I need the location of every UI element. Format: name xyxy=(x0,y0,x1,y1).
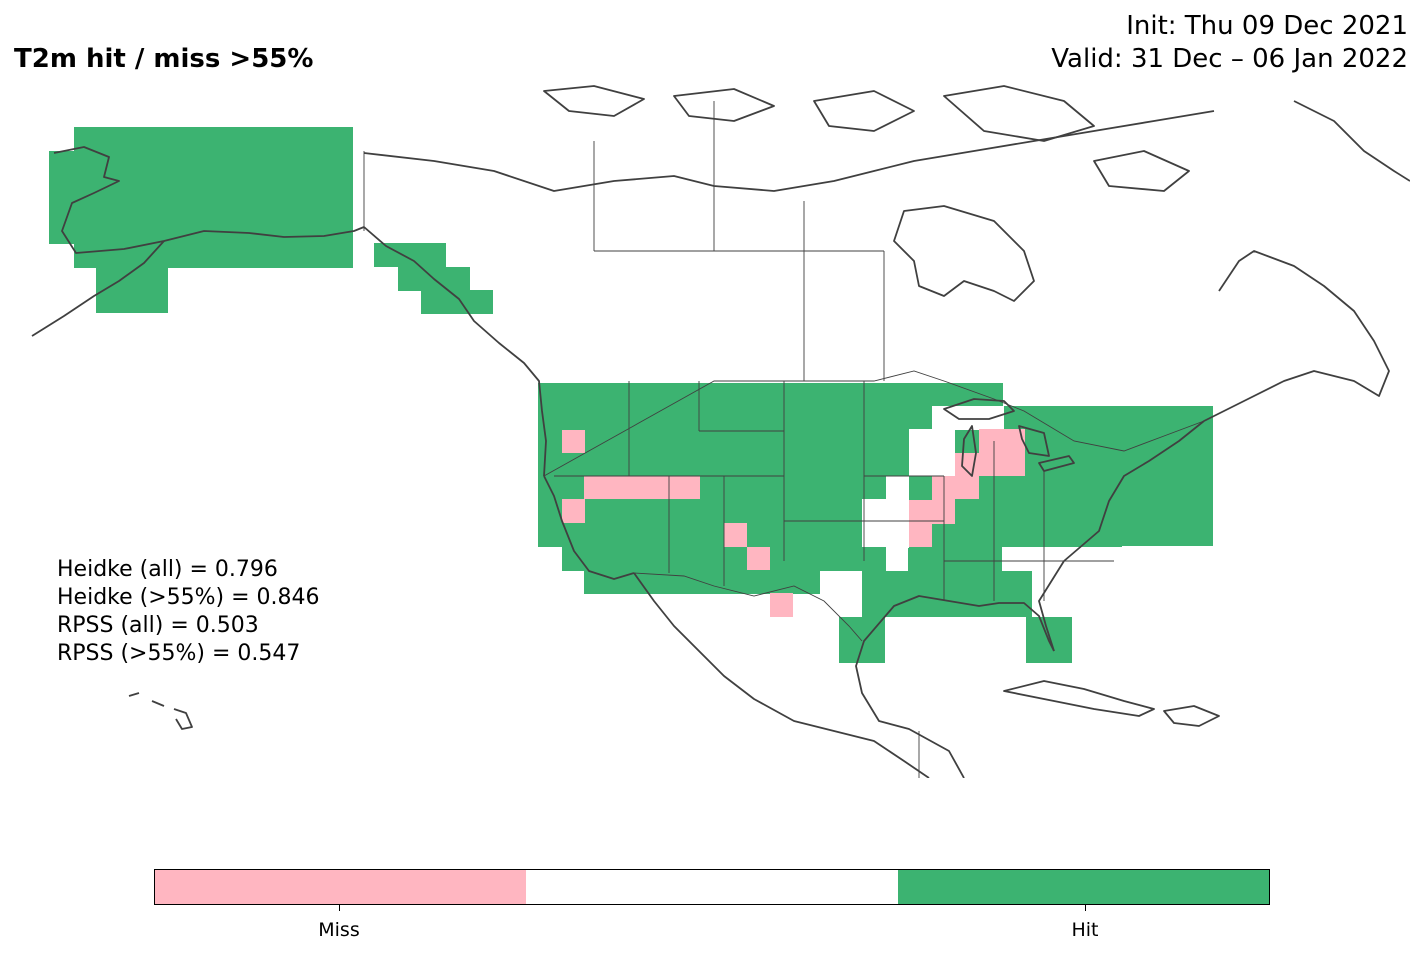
score-rpss-all: RPSS (all) = 0.503 xyxy=(57,613,259,638)
us-states xyxy=(554,381,1114,601)
map-title: T2m hit / miss >55% xyxy=(14,44,314,74)
score-heidke-55: Heidke (>55%) = 0.846 xyxy=(57,585,320,610)
valid-period: Valid: 31 Dec – 06 Jan 2022 xyxy=(1051,44,1408,74)
canada-provinces xyxy=(593,101,885,381)
coastline-us-west xyxy=(543,475,635,580)
coastline-alaska-peninsula xyxy=(31,240,165,337)
score-heidke-all: Heidke (all) = 0.796 xyxy=(57,557,278,582)
arctic-island-4 xyxy=(943,85,1095,142)
colorbar-tick-hit xyxy=(1085,905,1086,911)
colorbar-hit-segment xyxy=(897,870,1269,904)
score-rpss-55: RPSS (>55%) = 0.547 xyxy=(57,641,301,666)
hawaii xyxy=(128,692,193,730)
coastline-bc xyxy=(363,226,547,477)
colorbar-label-miss: Miss xyxy=(318,919,360,941)
miss-cell xyxy=(747,547,770,570)
political-borders xyxy=(363,101,1205,778)
miss-cell xyxy=(909,500,955,524)
miss-cell xyxy=(932,476,955,500)
colorbar-neutral-segment xyxy=(526,870,898,904)
us-canada-border xyxy=(543,370,1205,477)
score-panel: Heidke (all) = 0.796 Heidke (>55%) = 0.8… xyxy=(57,556,320,668)
init-date: Init: Thu 09 Dec 2021 xyxy=(1126,11,1408,41)
coastline-us-east xyxy=(1038,420,1205,652)
miss-cell xyxy=(979,429,1025,476)
greenland-edge xyxy=(1293,100,1410,182)
lake-huron xyxy=(1018,425,1050,457)
neutral-cell xyxy=(886,476,909,548)
hit-region-us-central xyxy=(562,500,1122,547)
neutral-cell xyxy=(909,429,955,476)
hit-region-panhandle xyxy=(421,290,493,314)
hit-region-us-southwest xyxy=(654,571,819,594)
neutral-cell xyxy=(862,499,886,547)
grid-cells xyxy=(49,127,1213,663)
arctic-island-3 xyxy=(813,90,915,132)
coastline-canada-east xyxy=(1203,250,1390,422)
colorbar-miss-segment xyxy=(155,870,527,904)
arctic-island-1 xyxy=(543,85,645,117)
hit-region-alaska-peninsula xyxy=(96,267,168,313)
coastlines xyxy=(31,85,1410,778)
us-mexico-border xyxy=(633,572,863,642)
hit-region-alaska xyxy=(74,127,353,268)
colorbar xyxy=(154,869,1270,905)
miss-cell xyxy=(909,523,932,547)
colorbar-tick-miss xyxy=(339,905,340,911)
neutral-cell xyxy=(886,547,908,571)
hit-region-gulf xyxy=(862,571,1032,617)
coastline-hudson-bay xyxy=(893,205,1035,302)
coastline-mexico-pacific xyxy=(633,572,930,778)
lake-superior xyxy=(943,398,1015,420)
arctic-island-2 xyxy=(673,88,775,122)
lake-erie xyxy=(1038,455,1075,472)
miss-cell xyxy=(562,499,585,523)
miss-cell xyxy=(562,430,585,453)
miss-cell xyxy=(724,523,747,547)
miss-cell xyxy=(770,593,793,617)
coastline-gulf xyxy=(855,595,1055,778)
miss-cell xyxy=(584,476,700,499)
coastline-alaska xyxy=(53,146,365,254)
arctic-island-5 xyxy=(1093,150,1190,192)
coastline-hispaniola xyxy=(1163,705,1220,727)
hit-region-panhandle xyxy=(374,243,446,267)
coastline-arctic xyxy=(363,110,1215,192)
colorbar-label-hit: Hit xyxy=(1071,919,1099,941)
lake-michigan xyxy=(961,425,977,477)
verification-map xyxy=(31,85,1410,778)
coastline-cuba xyxy=(1003,680,1155,717)
